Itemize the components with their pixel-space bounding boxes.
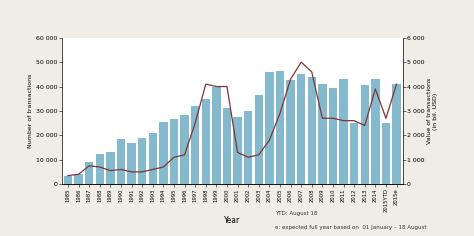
Bar xyxy=(233,117,242,184)
Bar xyxy=(223,109,231,184)
Bar xyxy=(64,176,72,184)
Bar xyxy=(138,138,146,184)
Bar xyxy=(308,77,316,184)
Bar xyxy=(371,79,380,184)
Bar xyxy=(212,87,220,184)
Bar xyxy=(350,123,358,184)
Y-axis label: Number of transactions: Number of transactions xyxy=(28,74,33,148)
Bar xyxy=(382,123,390,184)
Y-axis label: Value of transactions
(in bil. USD): Value of transactions (in bil. USD) xyxy=(428,78,438,144)
Bar xyxy=(74,174,83,184)
X-axis label: Year: Year xyxy=(224,216,240,225)
Bar xyxy=(361,85,369,184)
Bar xyxy=(328,88,337,184)
Bar xyxy=(170,119,178,184)
Bar xyxy=(244,111,252,184)
Bar xyxy=(255,95,263,184)
Bar xyxy=(339,79,348,184)
Bar xyxy=(159,122,168,184)
Bar xyxy=(191,106,200,184)
Bar xyxy=(148,133,157,184)
Bar xyxy=(106,152,115,184)
Bar xyxy=(392,84,401,184)
Bar xyxy=(265,72,273,184)
Bar xyxy=(286,80,295,184)
Bar xyxy=(297,74,305,184)
Bar xyxy=(180,115,189,184)
Text: YTD: August 18: YTD: August 18 xyxy=(275,211,317,216)
Text: e: expected full year based on  01 January – 18 August: e: expected full year based on 01 Januar… xyxy=(275,225,427,230)
Bar xyxy=(201,99,210,184)
Bar xyxy=(276,71,284,184)
Bar xyxy=(85,162,93,184)
Bar xyxy=(96,154,104,184)
Bar xyxy=(117,139,125,184)
Bar xyxy=(128,143,136,184)
Bar xyxy=(318,84,327,184)
